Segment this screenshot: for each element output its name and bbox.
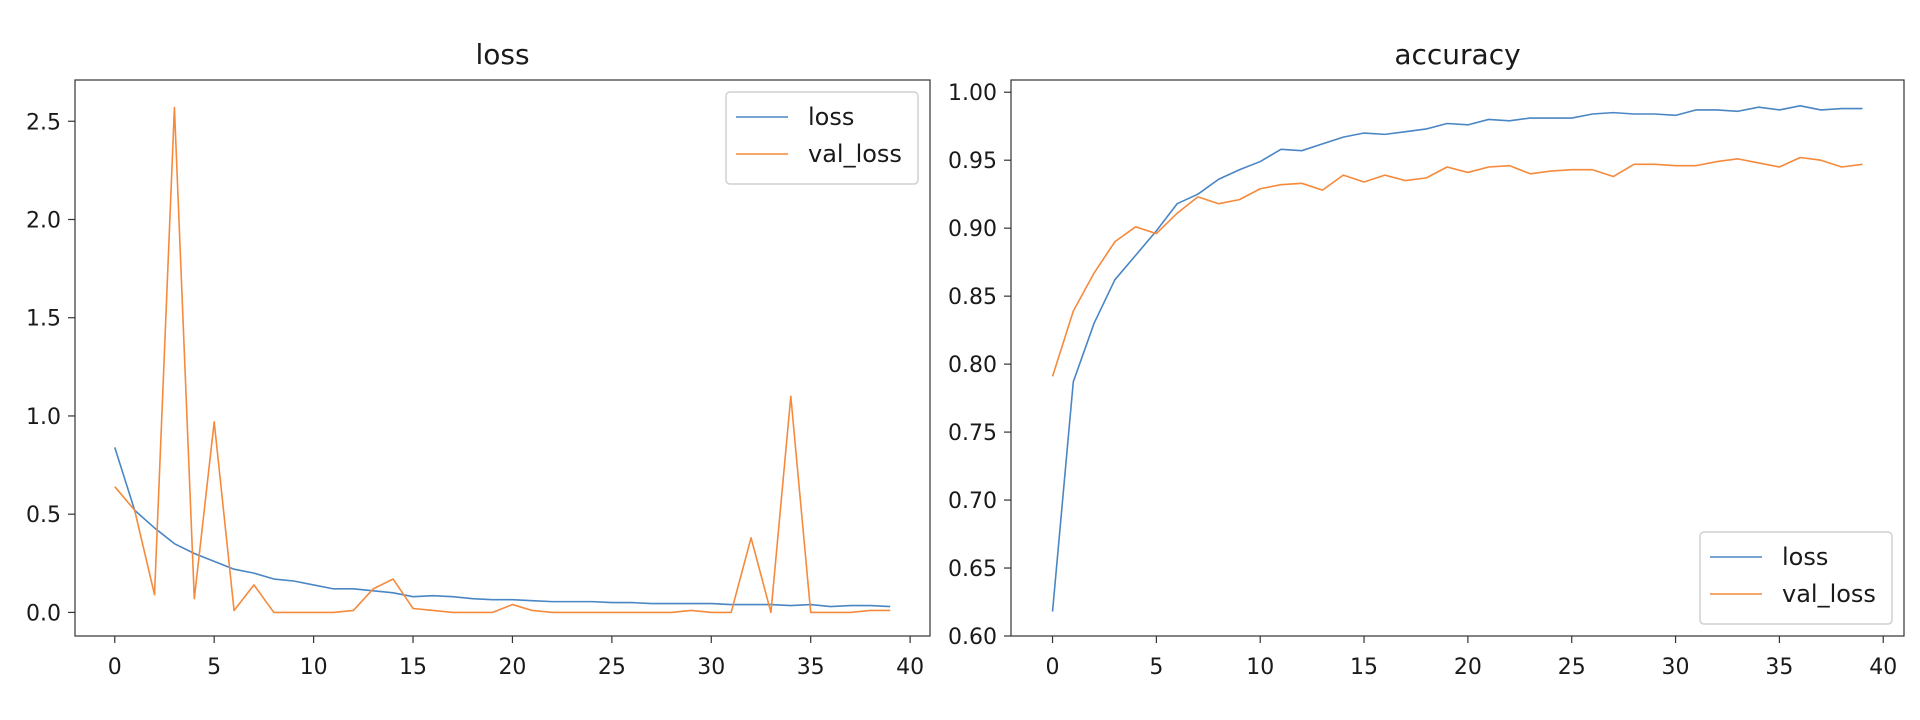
series-line-val-loss — [1051, 156, 1863, 377]
chart-title: accuracy — [1394, 38, 1520, 71]
legend-box — [1699, 531, 1893, 625]
y-tick-label: 0.80 — [948, 353, 997, 378]
legend: loss val_loss — [725, 91, 919, 185]
y-tick-label: 1.5 — [26, 307, 61, 332]
x-tick-label: 20 — [1454, 655, 1482, 680]
accuracy-chart: accuracy 0 5 10 15 20 25 30 35 40 0.60 0.65 0.70 0.75… — [948, 38, 1905, 680]
x-tick-label: 40 — [1869, 655, 1897, 680]
y-tick-label: 0.75 — [948, 421, 997, 446]
x-tick-label: 15 — [1350, 655, 1378, 680]
x-tick-label: 5 — [1149, 655, 1163, 680]
x-tick-label: 35 — [1765, 655, 1793, 680]
loss-chart: loss 0 5 10 15 20 25 30 35 40 0.0 0.5 1.0 1.5 2.0 2.5 lo… — [26, 38, 931, 680]
x-tick-label: 35 — [797, 655, 825, 680]
plot-area-frame — [1010, 79, 1905, 637]
x-tick-label: 25 — [598, 655, 626, 680]
legend-label: val_loss — [808, 140, 902, 168]
y-tick-label: 0.5 — [26, 503, 61, 528]
y-tick-label: 0.95 — [948, 149, 997, 174]
legend-label: loss — [1782, 543, 1828, 571]
y-tick-label: 0.60 — [948, 625, 997, 650]
y-tick-label: 2.5 — [26, 110, 61, 135]
legend: loss val_loss — [1699, 531, 1893, 625]
plot-area-frame — [74, 79, 931, 637]
legend-label: val_loss — [1782, 580, 1876, 608]
x-tick-label: 0 — [108, 655, 122, 680]
x-tick-label: 40 — [896, 655, 924, 680]
legend-box — [725, 91, 919, 185]
y-tick-label: 0.90 — [948, 217, 997, 242]
y-tick-label: 0.65 — [948, 557, 997, 582]
y-tick-label: 1.0 — [26, 405, 61, 430]
series-line-loss — [1051, 105, 1863, 612]
x-tick-label: 30 — [1662, 655, 1690, 680]
y-tick-label: 0.0 — [26, 601, 61, 626]
x-tick-label: 30 — [697, 655, 725, 680]
x-tick-label: 10 — [1246, 655, 1274, 680]
x-tick-label: 5 — [207, 655, 221, 680]
x-tick-label: 15 — [399, 655, 427, 680]
y-tick-label: 1.00 — [948, 81, 997, 106]
series-line-loss — [114, 447, 891, 608]
x-tick-label: 10 — [300, 655, 328, 680]
x-tick-label: 0 — [1046, 655, 1060, 680]
chart-title: loss — [475, 38, 529, 71]
x-tick-label: 20 — [498, 655, 526, 680]
legend-label: loss — [808, 103, 854, 131]
y-tick-label: 0.85 — [948, 285, 997, 310]
y-tick-label: 0.70 — [948, 489, 997, 514]
y-tick-label: 2.0 — [26, 208, 61, 233]
series-line-val-loss — [114, 106, 891, 614]
x-tick-label: 25 — [1558, 655, 1586, 680]
